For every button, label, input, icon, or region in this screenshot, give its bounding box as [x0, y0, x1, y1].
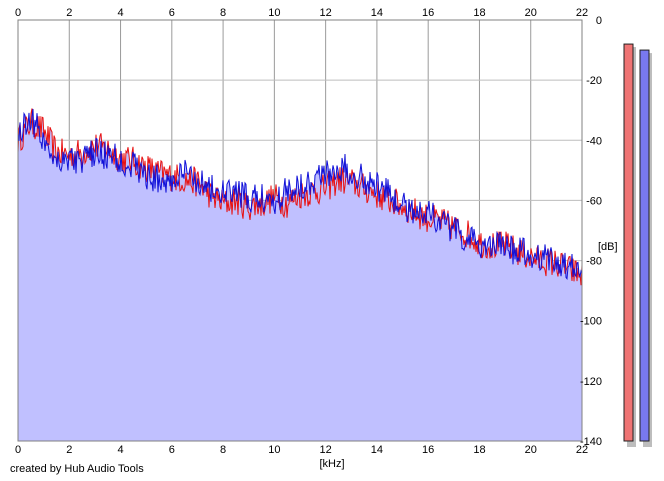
- plot-border: [17, 19, 583, 442]
- x-tick-label-bottom: 8: [220, 444, 226, 456]
- x-tick-label-top: 20: [525, 7, 537, 19]
- x-tick-label-top: 0: [15, 7, 21, 19]
- x-tick-label-bottom: 4: [117, 444, 123, 456]
- x-tick-label-top: 18: [473, 7, 485, 19]
- x-tick-label-bottom: 16: [422, 444, 434, 456]
- series-line-right-channel: [17, 108, 583, 281]
- x-axis-label: [kHz]: [319, 458, 344, 470]
- x-tick-label-bottom: 10: [268, 444, 280, 456]
- x-tick-label-top: 8: [220, 7, 226, 19]
- plot-frame: [17, 19, 583, 442]
- x-tick-label-bottom: 22: [576, 444, 588, 456]
- spectrum-fill: [18, 108, 582, 441]
- y-axis-label: [dB]: [598, 241, 618, 253]
- y-tick-label: -140: [580, 436, 602, 448]
- x-tick-label-top: 12: [320, 7, 332, 19]
- y-tick-label: -100: [580, 316, 602, 328]
- level-meters: [623, 43, 652, 448]
- x-tick-label-bottom: 18: [473, 444, 485, 456]
- y-tick-label: -60: [586, 195, 602, 207]
- y-tick-label: -120: [580, 376, 602, 388]
- x-tick-label-top: 6: [169, 7, 175, 19]
- x-tick-label-bottom: 14: [371, 444, 383, 456]
- x-tick-label-top: 10: [268, 7, 280, 19]
- y-tick-labels: 0 -20 -40 -60 -80 -100 -120 -140: [580, 15, 602, 448]
- level-meter-right: [639, 49, 650, 442]
- x-tick-label-bottom: 6: [169, 444, 175, 456]
- y-tick-label: -80: [586, 256, 602, 268]
- level-meter-left: [623, 43, 634, 442]
- x-tick-label-bottom: 12: [320, 444, 332, 456]
- spectrum-area: [18, 108, 582, 441]
- x-tick-label-top: 2: [66, 7, 72, 19]
- x-tick-label-top: 4: [117, 7, 123, 19]
- x-tick-label-top: 22: [576, 7, 588, 19]
- footer-credit: created by Hub Audio Tools: [10, 463, 144, 475]
- x-tick-label-top: 16: [422, 7, 434, 19]
- y-tick-label: 0: [596, 15, 602, 27]
- y-tick-label: -40: [586, 135, 602, 147]
- spectrum-lines: [17, 108, 583, 286]
- x-tick-label-bottom: 20: [525, 444, 537, 456]
- x-tick-label-bottom: 2: [66, 444, 72, 456]
- x-tick-label-top: 14: [371, 7, 383, 19]
- y-tick-label: -20: [586, 75, 602, 87]
- x-tick-label-bottom: 0: [15, 444, 21, 456]
